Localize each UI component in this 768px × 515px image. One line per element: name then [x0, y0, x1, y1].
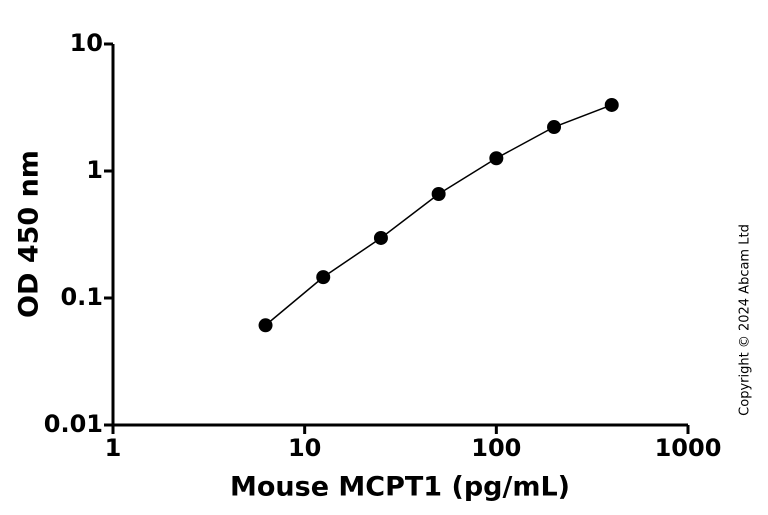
x-tick-label: 10 [288, 434, 321, 462]
y-tick-label: 0.01 [44, 410, 103, 438]
data-point [258, 318, 273, 333]
y-tick-label: 10 [70, 29, 103, 57]
data-point [431, 187, 446, 202]
data-point [316, 270, 331, 285]
series-line [265, 104, 612, 326]
data-point [547, 120, 562, 135]
x-axis-label: Mouse MCPT1 (pg/mL) [230, 472, 570, 503]
y-axis-label: OD 450 nm [14, 150, 45, 318]
x-tick-label: 1000 [655, 434, 722, 462]
copyright: Copyright © 2024 Abcam Ltd [738, 224, 753, 416]
y-tick-label: 0.1 [60, 283, 103, 311]
x-tick-label: 1 [105, 434, 122, 462]
data-point [489, 151, 504, 166]
data-point [604, 97, 619, 112]
data-point [373, 230, 388, 245]
y-tick-label: 1 [86, 156, 103, 184]
x-tick-label: 100 [471, 434, 521, 462]
